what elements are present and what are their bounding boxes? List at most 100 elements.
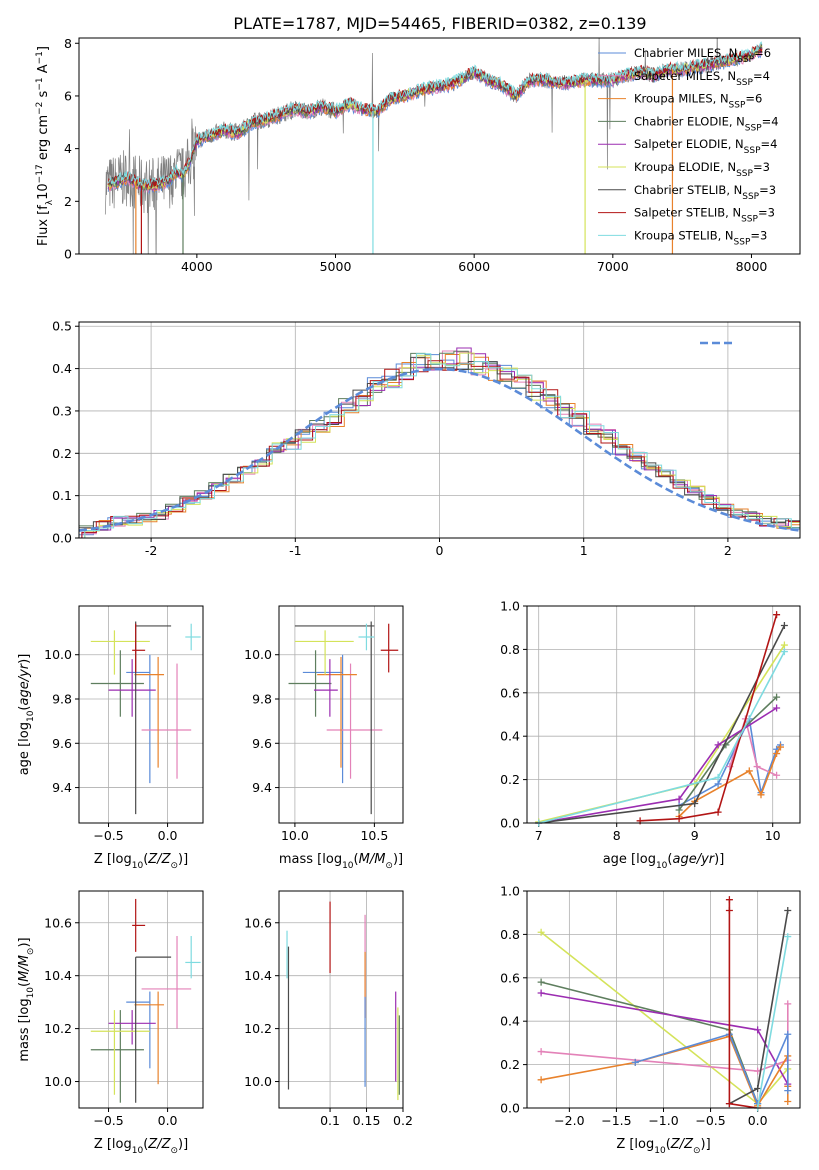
legend-entry-chabrier-miles-part: SSP <box>737 55 754 65</box>
y-tick-label: 0.5 <box>52 319 72 334</box>
x-axis-label-part: Z [log <box>616 1137 654 1152</box>
data-point-marker <box>714 780 722 788</box>
gaussian-reference-line <box>79 367 800 532</box>
y-tick-label: 10.0 <box>244 647 272 662</box>
y-tick-label: 10.2 <box>244 1021 272 1036</box>
axes-frame <box>78 37 801 255</box>
y-axis-label-part: erg cm <box>36 115 51 164</box>
panel-mass-vs-Z: −0.5 0.010.010.210.410.6Z [log10(Z/Z⊙)]ma… <box>17 890 204 1156</box>
x-tick-label: 5000 <box>320 259 352 274</box>
y-tick-label: 0.2 <box>500 1057 520 1072</box>
errorbar-chabrier-elodie <box>288 650 332 717</box>
y-axis-label-part: Flux [f <box>36 205 51 246</box>
legend-entry-kroupa-miles: Kroupa MILES, NSSP=6 <box>634 92 762 111</box>
axes-frame <box>526 605 801 824</box>
x-axis-label-part: ( <box>143 1137 148 1152</box>
legend-entry-salpeter-elodie-part: Salpeter ELODIE, N <box>634 137 744 151</box>
errorbar-chabrier-miles <box>302 654 344 784</box>
data-point-marker <box>784 1030 792 1038</box>
legend-entry-salpeter-stelib-part: Salpeter STELIB, N <box>634 206 741 220</box>
x-axis-label-part: ⊙ <box>170 861 178 871</box>
y-axis-label-part: )] <box>17 937 32 947</box>
axes-frame <box>278 890 404 1109</box>
x-tick-label: 0.0 <box>158 1113 178 1128</box>
data-point-marker <box>773 704 781 712</box>
y-tick-label: 10.6 <box>44 915 72 930</box>
y-axis-label: age [log10(age/yr)] <box>17 654 36 776</box>
y-tick-label: 10.0 <box>44 647 72 662</box>
y-tick-label: 1.0 <box>500 599 520 614</box>
y-tick-label: 6 <box>64 88 72 103</box>
x-tick-label: 0.1 <box>320 1113 340 1128</box>
x-axis-label-part: ( <box>354 852 359 867</box>
legend-entry-chabrier-elodie-part: Chabrier ELODIE, N <box>634 114 745 128</box>
legend-entry-kroupa-miles-part: SSP <box>729 101 746 111</box>
errorbar-salpeter-miles <box>326 663 383 779</box>
y-tick-label: 10.4 <box>44 968 72 983</box>
data-point-marker <box>780 648 788 656</box>
errorbar-kroupa-miles <box>134 656 165 768</box>
x-axis-label-part: )] <box>393 852 403 867</box>
x-axis-label-part: 10 <box>654 1146 666 1156</box>
legend-entry-kroupa-elodie-part: SSP <box>736 169 753 179</box>
data-point-marker <box>675 795 683 803</box>
x-axis-label-part: Z/Z <box>670 1137 694 1152</box>
series-line-salpeter-miles <box>729 715 777 777</box>
legend-entry-salpeter-miles-part: Salpeter MILES, N <box>634 69 736 83</box>
data-point-marker <box>784 1000 792 1008</box>
y-tick-label: 10.0 <box>244 1074 272 1089</box>
panel-mass-weight-vs-Z: −2.0 −1.5 −1.0 −0.5 0.0 0.0 0.2 0.4 0.6 0.8 1.0 Z [… <box>500 884 801 1156</box>
legend-entry-kroupa-miles-part: =6 <box>745 92 762 106</box>
y-tick-label: 10.2 <box>44 1021 72 1036</box>
y-tick-label: 1.0 <box>500 884 520 899</box>
y-tick-label: 9.6 <box>52 736 72 751</box>
spectrum-model-kroupa-stelib <box>107 41 763 187</box>
series-line-salpeter-stelib <box>728 899 758 1108</box>
y-tick-label: 10.0 <box>44 1074 72 1089</box>
legend-entry-kroupa-elodie-part: =3 <box>753 160 770 174</box>
x-tick-label: 0.2 <box>393 1113 413 1128</box>
legend-entry-salpeter-elodie-part: =4 <box>761 137 778 151</box>
axes-frame <box>78 605 204 824</box>
y-axis-label-part: M/M <box>17 955 32 982</box>
errorbar-kroupa-miles <box>317 656 357 768</box>
x-tick-label: 0 <box>436 543 444 558</box>
y-axis-label-part: 10 <box>36 183 51 200</box>
y-axis-label-part: 10 <box>26 710 36 722</box>
hist-kroupa-elodie <box>84 352 800 538</box>
series-line-chabrier-elodie <box>540 981 759 1104</box>
series-line-chabrier-stelib <box>729 910 789 1105</box>
legend-entry-chabrier-elodie: Chabrier ELODIE, NSSP=4 <box>634 114 779 133</box>
data-point-marker <box>745 767 753 775</box>
errorbar-kroupa-elodie <box>294 630 354 675</box>
x-tick-label: −0.5 <box>695 1113 725 1128</box>
y-tick-label: 9.6 <box>252 736 272 751</box>
y-axis-label-part: mass [log <box>17 998 32 1061</box>
y-tick-label: 4 <box>64 141 72 156</box>
legend-entry-chabrier-stelib-part: Chabrier STELIB, N <box>634 183 742 197</box>
y-axis-label: Flux [fλ10−17 erg cm−2 s−1 A−1] <box>35 46 55 246</box>
x-axis-label-part: )] <box>701 1137 711 1152</box>
errorbar-salpeter-elodie <box>313 659 338 717</box>
x-tick-label: −1.0 <box>648 1113 678 1128</box>
errorbar-kroupa-elodie <box>90 630 150 675</box>
errorbar-chabrier-miles <box>126 991 151 1069</box>
series-line-kroupa-stelib <box>756 936 789 1108</box>
data-point-marker <box>754 1084 762 1092</box>
data-point-marker <box>537 1048 545 1056</box>
errorbar-chabrier-stelib <box>135 956 172 1103</box>
errorbar-kroupa-stelib <box>185 935 201 979</box>
x-axis-label-part: ⊙ <box>693 1146 701 1156</box>
errorbar-salpeter-miles <box>141 935 192 1029</box>
y-axis-label: mass [log10(M/M⊙)] <box>17 937 36 1061</box>
errorbar-kroupa-stelib <box>358 623 375 651</box>
errorbar-salpeter-elodie <box>108 1010 156 1045</box>
legend-entry-chabrier-stelib: Chabrier STELIB, NSSP=3 <box>634 183 776 202</box>
x-axis-label-part: )] <box>178 852 188 867</box>
legend-entry-kroupa-elodie-part: Kroupa ELODIE, N <box>634 160 736 174</box>
errorbar-chabrier-miles <box>126 654 151 784</box>
hist-salpeter-miles <box>81 350 800 538</box>
y-tick-label: 0.0 <box>52 531 72 546</box>
x-tick-label: -2 <box>145 543 157 558</box>
data-point-marker <box>780 622 788 630</box>
